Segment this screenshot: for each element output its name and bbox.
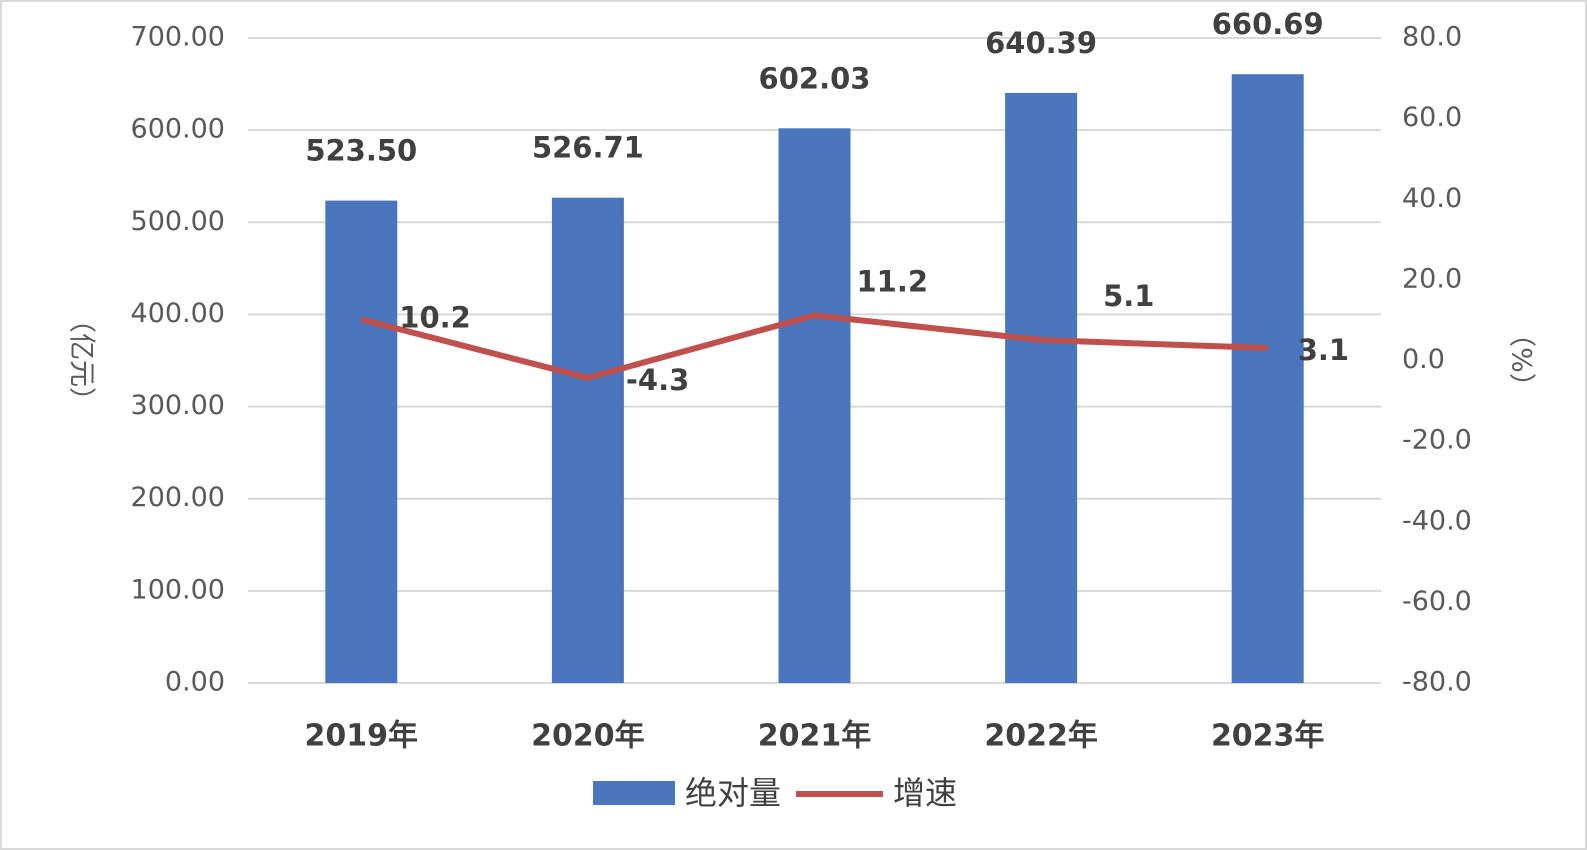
y2-axis-label: （%） <box>1506 320 1537 400</box>
bar <box>1005 92 1078 684</box>
y2-tick-label: -40.0 <box>1402 505 1472 536</box>
bar-value-label: 526.71 <box>532 131 644 165</box>
y-axis-label: （亿元） <box>66 306 97 414</box>
line-value-label: 5.1 <box>1103 279 1154 313</box>
bar-value-label: 602.03 <box>759 61 871 95</box>
y-tick-label: 400.00 <box>131 298 225 329</box>
line <box>360 312 1268 381</box>
y2-tick-label: 20.0 <box>1402 263 1462 294</box>
bar-value-label: 640.39 <box>985 26 1097 60</box>
x-tick-label: 2019年 <box>305 719 419 754</box>
line-value-label: 10.2 <box>399 300 471 334</box>
line-value-label: -4.3 <box>626 363 689 397</box>
y2-tick-label: 60.0 <box>1402 102 1462 133</box>
x-tick-label: 2023年 <box>1211 719 1325 754</box>
y-tick-label: 0.00 <box>165 667 225 698</box>
bar-value-label: 660.69 <box>1212 7 1324 41</box>
x-tick-label: 2022年 <box>984 719 1098 754</box>
y2-tick-label: 40.0 <box>1402 183 1462 214</box>
bar <box>778 128 851 684</box>
y-tick-label: 200.00 <box>131 482 225 513</box>
legend-label: 增速 <box>893 774 957 812</box>
y-tick-label: 100.00 <box>131 574 225 605</box>
y2-tick-label: -20.0 <box>1402 425 1472 456</box>
bar <box>551 197 624 683</box>
x-tick-label: 2021年 <box>758 719 872 754</box>
y-tick-label: 300.00 <box>131 390 225 421</box>
y2-tick-label: 0.0 <box>1402 344 1445 375</box>
bar <box>1231 74 1304 683</box>
y-tick-label: 700.00 <box>131 22 225 53</box>
y2-tick-label: 80.0 <box>1402 22 1462 53</box>
x-tick-label: 2020年 <box>531 719 645 754</box>
legend-swatch <box>593 781 675 805</box>
y-tick-label: 500.00 <box>131 206 225 237</box>
bar <box>325 200 398 683</box>
y-tick-label: 600.00 <box>131 114 225 145</box>
line-value-label: 11.2 <box>857 264 929 298</box>
bar-value-label: 523.50 <box>305 134 417 168</box>
legend-label: 绝对量 <box>685 774 781 812</box>
line-value-label: 3.1 <box>1298 333 1349 367</box>
y2-tick-label: -80.0 <box>1402 667 1472 698</box>
y2-tick-label: -60.0 <box>1402 586 1472 617</box>
